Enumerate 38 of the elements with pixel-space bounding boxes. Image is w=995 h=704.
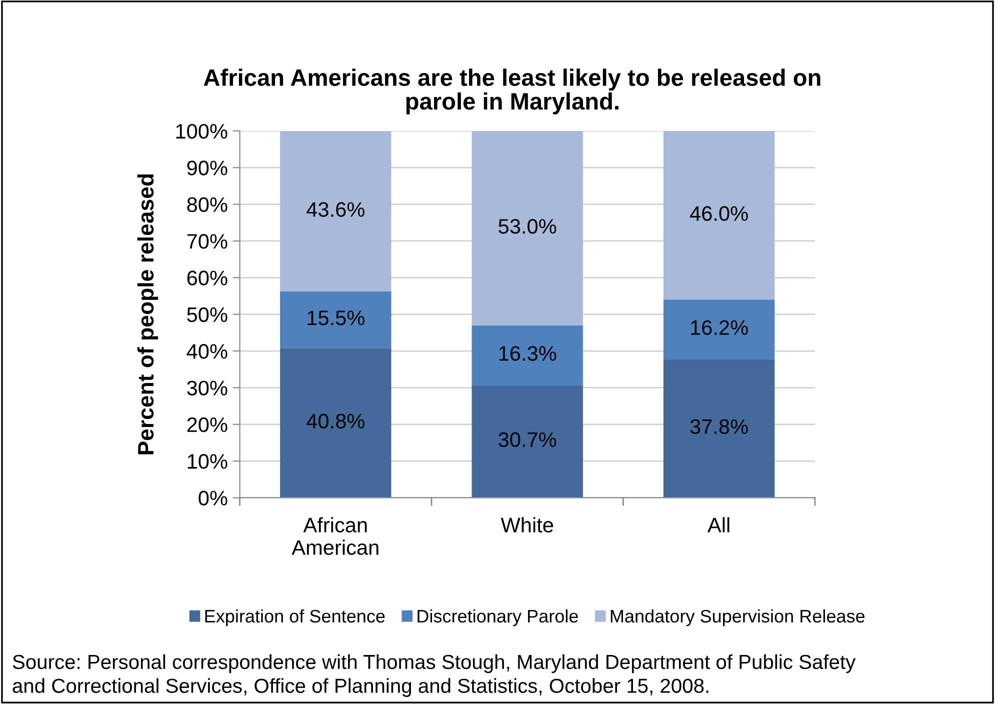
- data-label: 37.8%: [690, 419, 748, 434]
- data-label: 43.6%: [306, 202, 364, 217]
- bar: [280, 291, 392, 348]
- bar: [280, 348, 392, 498]
- y-tick-label: 10%: [188, 454, 228, 469]
- bar: [472, 325, 583, 386]
- data-label: 16.2%: [691, 320, 748, 335]
- bar: [280, 131, 392, 292]
- y-tick-label: 40%: [186, 344, 228, 359]
- legend-label: Mandatory Supervision Release: [610, 609, 865, 626]
- data-label: 30.7%: [498, 432, 556, 448]
- y-tick-label: 30%: [187, 380, 228, 396]
- y-tick-label: 100%: [176, 124, 228, 139]
- bar: [472, 385, 583, 498]
- y-axis-title: Percent of people released: [137, 174, 158, 454]
- data-label: 15.5%: [308, 310, 364, 326]
- chart-title: African Americans are the least likely to be released on parole in Maryland.: [204, 68, 820, 114]
- bar: [472, 130, 583, 326]
- x-tick-label: African American: [292, 517, 378, 555]
- data-label: 40.8%: [306, 414, 364, 428]
- bar: [663, 130, 775, 300]
- y-tick-label: 90%: [187, 160, 228, 176]
- bar: [663, 359, 775, 498]
- y-tick-label: 0%: [198, 490, 228, 506]
- bar: [663, 300, 775, 360]
- source-note: Source: Personal correspondence with Thomas Stough, Maryland Department of Public Safety and Correctional Services, Office of Planning and Statistics, October 15, 2008.: [12, 654, 856, 697]
- legend-label: Discretionary Parole: [418, 609, 578, 626]
- y-tick-label: 70%: [187, 234, 228, 249]
- y-tick-label: 50%: [187, 307, 228, 322]
- x-tick-label: White: [500, 517, 554, 532]
- x-tick-label: All: [708, 517, 730, 532]
- y-tick-label: 60%: [187, 270, 228, 286]
- data-label: 16.3%: [499, 346, 556, 361]
- y-tick-label: 80%: [187, 197, 228, 212]
- data-label: 53.0%: [498, 218, 556, 234]
- data-label: 46.0%: [690, 206, 748, 221]
- legend-label: Expiration of Sentence: [205, 609, 385, 626]
- y-tick-label: 20%: [187, 417, 228, 432]
